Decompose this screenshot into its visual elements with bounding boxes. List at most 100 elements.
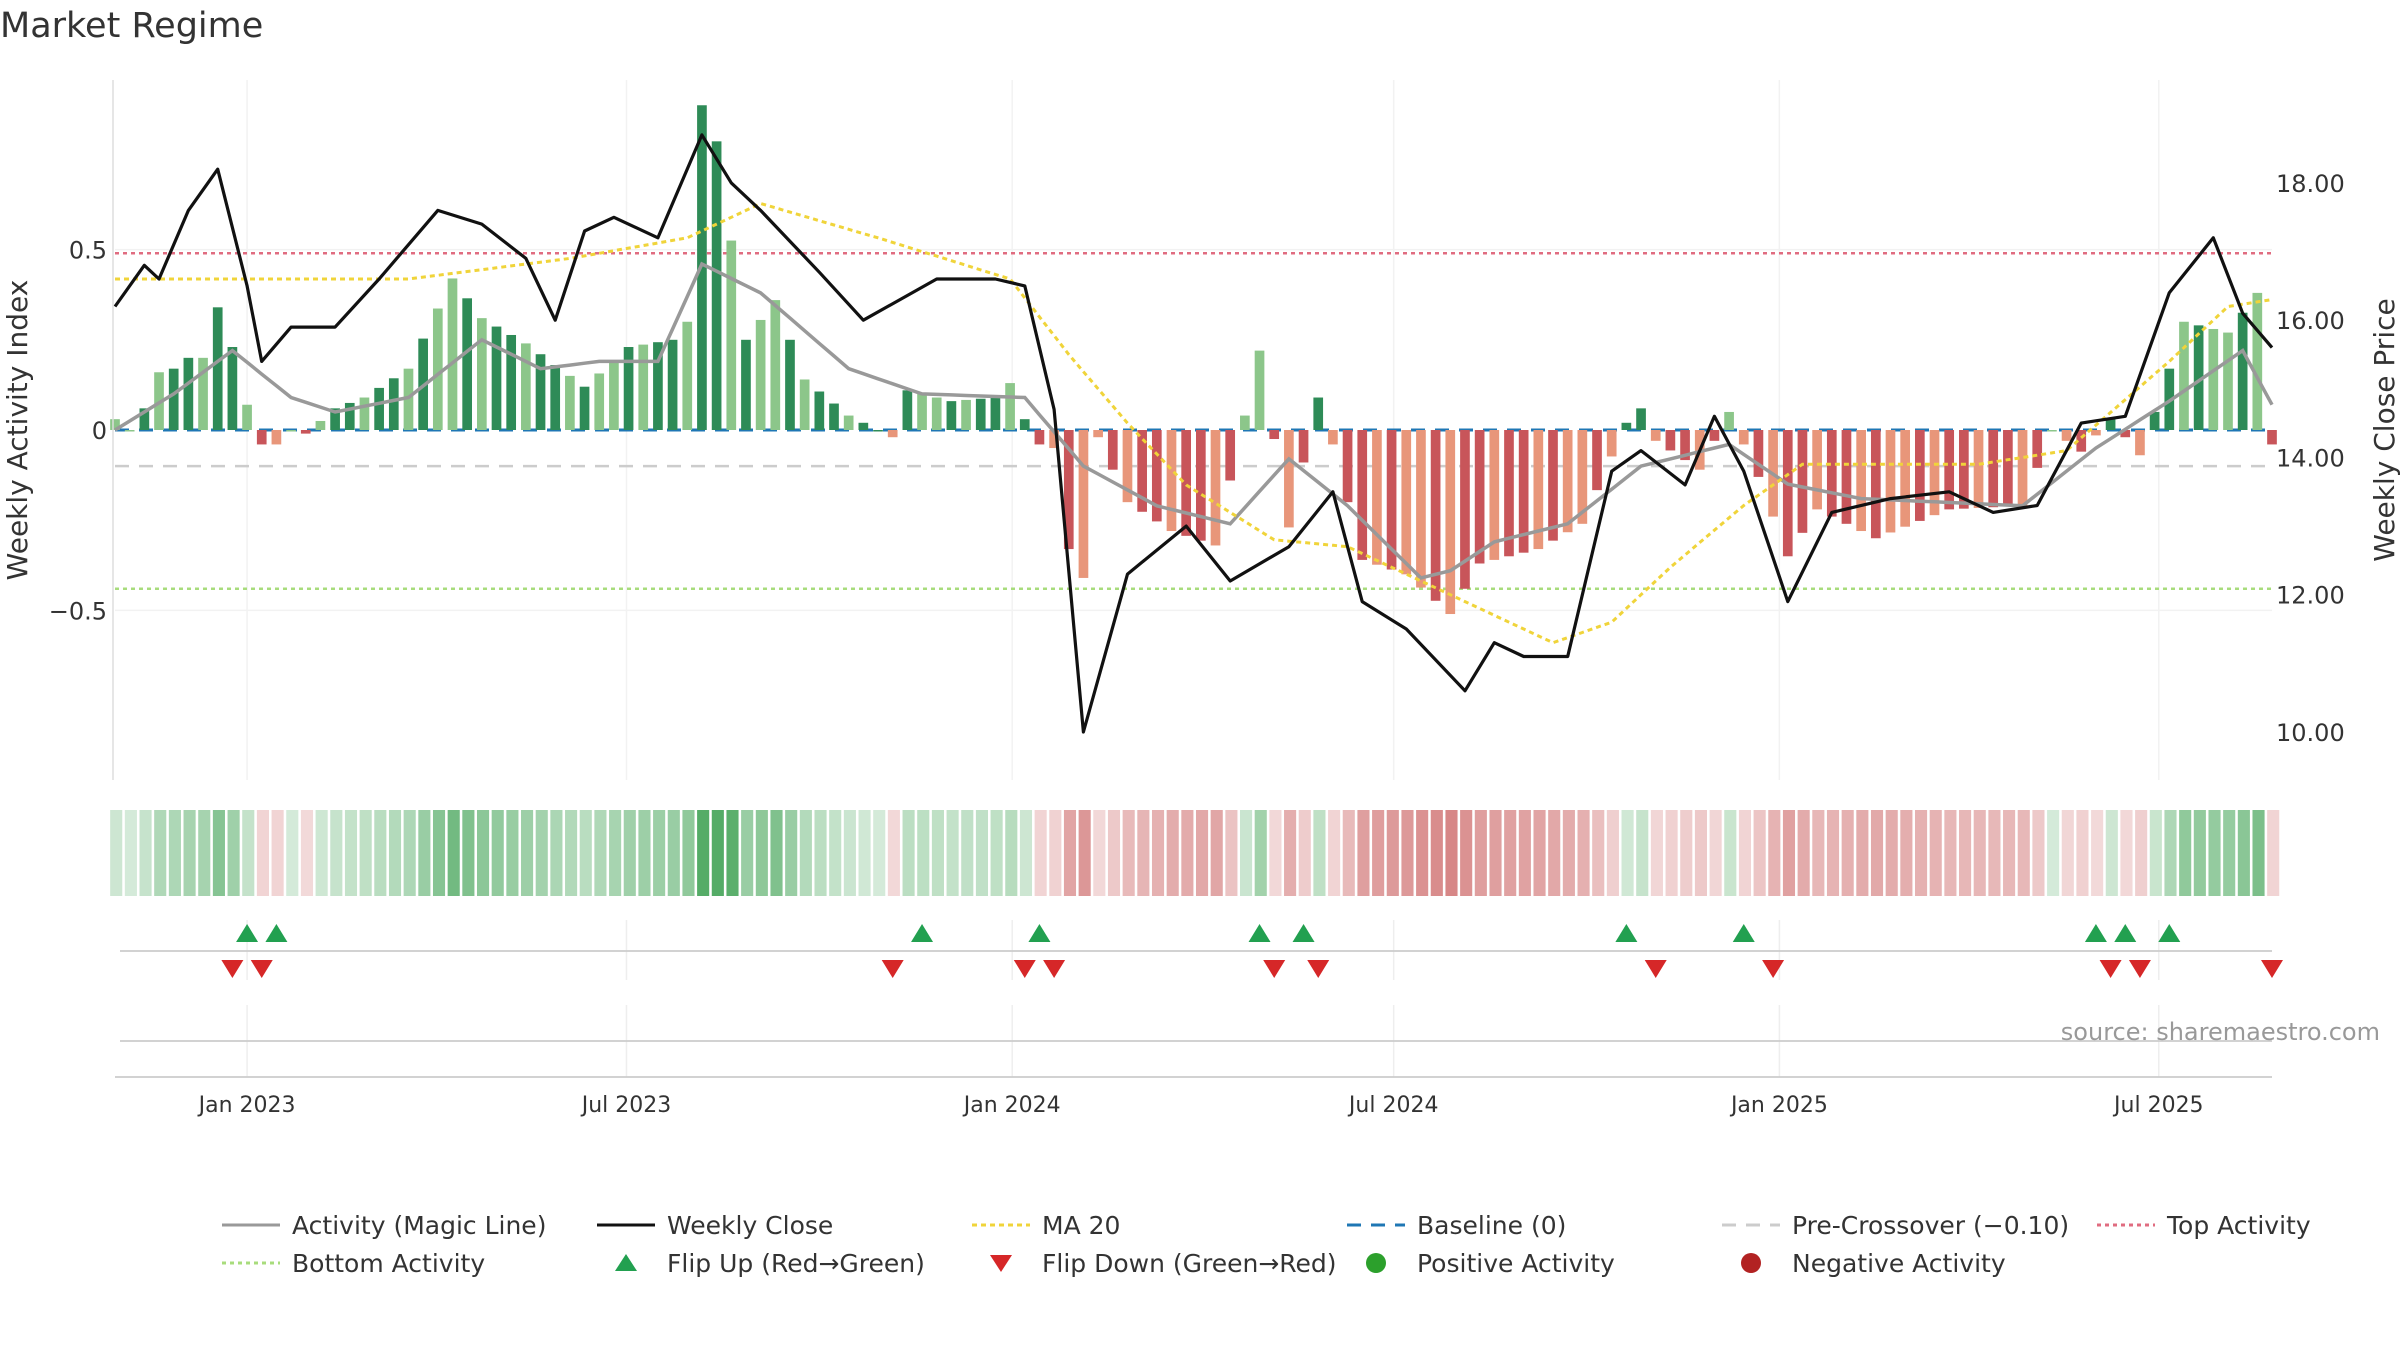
legend-label: MA 20 xyxy=(1042,1211,1120,1240)
activity-bar xyxy=(1195,430,1206,541)
regime-cell xyxy=(1504,810,1517,896)
legend-item: Activity (Magic Line) xyxy=(222,1211,546,1240)
regime-cell xyxy=(1841,810,1854,896)
right-tick-label: 16.00 xyxy=(2276,307,2345,335)
regime-cell xyxy=(1005,810,1018,896)
activity-bar xyxy=(1665,430,1676,451)
flip-up-marker xyxy=(1028,924,1051,942)
flip-markers-panel xyxy=(120,924,2283,978)
regime-cell xyxy=(2193,810,2206,896)
activity-bar xyxy=(1812,430,1822,510)
regime-cell xyxy=(2017,810,2030,896)
activity-bar xyxy=(300,430,311,434)
regime-cell xyxy=(256,810,269,896)
activity-bar xyxy=(2252,292,2263,430)
regime-cell xyxy=(1137,810,1150,896)
regime-cell xyxy=(506,810,519,896)
activity-bar xyxy=(242,404,252,430)
activity-bar xyxy=(594,373,605,430)
regime-cell xyxy=(418,810,431,896)
activity-bar xyxy=(2032,430,2043,468)
activity-bar xyxy=(1738,430,1749,445)
activity-bar xyxy=(961,399,971,430)
regime-cell xyxy=(1826,810,1840,896)
regime-cell xyxy=(829,810,842,896)
activity-bar xyxy=(1181,430,1192,536)
regime-cell xyxy=(1093,810,1106,896)
legend-item: Pre-Crossover (−0.10) xyxy=(1722,1211,2069,1240)
activity-bar xyxy=(344,402,355,430)
regime-cell xyxy=(1342,810,1355,896)
activity-bar xyxy=(256,430,267,445)
activity-bar xyxy=(1680,430,1690,461)
regime-cell xyxy=(814,810,827,896)
regime-cell xyxy=(1636,810,1649,896)
activity-bar xyxy=(432,308,443,430)
legend-item: Flip Down (Green→Red) xyxy=(990,1249,1337,1278)
flip-down-marker xyxy=(221,960,244,978)
regime-cell xyxy=(374,810,387,896)
activity-bar xyxy=(917,393,927,430)
activity-bar xyxy=(1870,430,1881,539)
regime-cell xyxy=(1973,810,1986,896)
regime-cell xyxy=(491,810,504,896)
activity-bar xyxy=(653,342,663,430)
right-tick-label: 12.00 xyxy=(2276,582,2345,610)
regime-cell xyxy=(1548,810,1561,896)
regime-cell xyxy=(1254,810,1267,896)
regime-cell xyxy=(579,810,592,896)
legend-swatch-triangle-down xyxy=(990,1255,1012,1272)
x-tick-label: Jan 2023 xyxy=(197,1093,296,1118)
activity-bar xyxy=(814,391,825,430)
regime-cell xyxy=(1709,810,1722,896)
regime-cell xyxy=(1445,810,1458,896)
activity-bar xyxy=(1724,411,1734,430)
activity-bar xyxy=(975,398,986,430)
activity-bar xyxy=(212,307,223,430)
regime-cell xyxy=(1357,810,1370,896)
flip-up-marker xyxy=(265,924,288,942)
regime-cell xyxy=(2091,810,2104,896)
regime-cell xyxy=(653,810,666,896)
activity-bar xyxy=(1430,430,1441,601)
x-tick-label: Jan 2025 xyxy=(1729,1093,1828,1118)
right-tick-label: 10.00 xyxy=(2276,719,2345,747)
regime-cell xyxy=(1328,810,1341,896)
activity-bar xyxy=(785,339,795,430)
regime-cell xyxy=(1900,810,1913,896)
regime-cell xyxy=(1592,810,1605,896)
regime-cell xyxy=(1284,810,1297,896)
activity-bar xyxy=(843,415,854,430)
regime-cell xyxy=(2252,810,2265,896)
activity-bar xyxy=(506,334,517,430)
regime-cell xyxy=(873,810,886,896)
regime-cell xyxy=(931,810,944,896)
activity-bar xyxy=(550,365,561,430)
regime-cell xyxy=(447,810,460,896)
regime-cell xyxy=(638,810,651,896)
regime-cell xyxy=(344,810,358,896)
regime-cell xyxy=(946,810,959,896)
activity-bar xyxy=(1342,430,1353,503)
x-tick-label: Jan 2024 xyxy=(962,1093,1061,1118)
activity-bar xyxy=(1328,430,1338,445)
regime-cell xyxy=(1019,810,1033,896)
legend-item: Baseline (0) xyxy=(1347,1211,1566,1240)
activity-bar xyxy=(1797,430,1808,533)
legend-label: Baseline (0) xyxy=(1417,1211,1566,1240)
left-tick-label: 0 xyxy=(92,417,107,445)
activity-bar xyxy=(931,397,942,430)
legend-item: Positive Activity xyxy=(1366,1249,1615,1278)
legend-item: Bottom Activity xyxy=(222,1249,485,1278)
regime-cell xyxy=(1988,810,2001,896)
regime-cell xyxy=(1313,810,1326,896)
regime-cell xyxy=(785,810,798,896)
activity-bar xyxy=(770,300,781,430)
regime-cell xyxy=(682,810,695,896)
legend-item: Flip Up (Red→Green) xyxy=(615,1249,925,1278)
activity-bar xyxy=(1078,430,1089,578)
regime-cell xyxy=(242,810,255,896)
weekly-close-line xyxy=(113,133,2274,734)
regime-cell xyxy=(168,810,181,896)
flip-down-marker xyxy=(1762,960,1785,978)
